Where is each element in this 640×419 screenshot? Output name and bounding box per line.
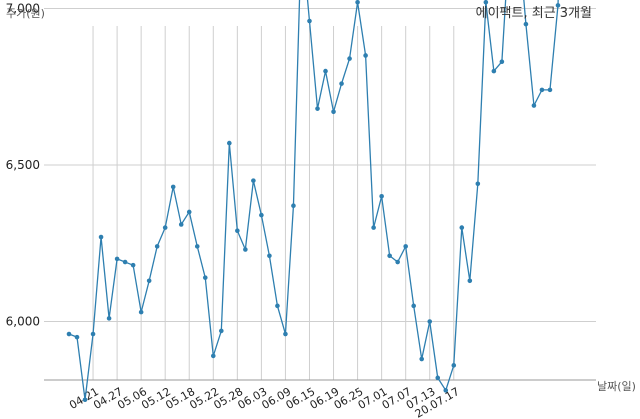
- data-point: [315, 106, 320, 111]
- data-point: [555, 3, 561, 8]
- data-point: [178, 222, 184, 227]
- data-point: [419, 356, 425, 362]
- data-point: [130, 262, 136, 268]
- data-point: [186, 209, 192, 215]
- data-point: [154, 244, 160, 249]
- data-point: [162, 225, 168, 230]
- data-point: [523, 21, 529, 27]
- data-point: [339, 81, 344, 86]
- y-axis-label: 주가(원): [6, 7, 45, 20]
- data-point: [371, 225, 376, 230]
- data-point: [122, 259, 128, 265]
- data-point: [275, 303, 280, 309]
- data-point: [283, 331, 288, 337]
- data-point: [467, 278, 473, 284]
- data-point: [547, 87, 553, 93]
- data-point: [291, 203, 296, 208]
- data-point: [82, 397, 88, 403]
- data-point: [66, 331, 72, 337]
- data-point: [331, 109, 336, 115]
- data-point: [98, 234, 104, 240]
- data-point: [427, 319, 433, 324]
- data-point: [114, 256, 120, 262]
- gridlines: [44, 8, 596, 380]
- data-point: [106, 316, 112, 321]
- x-axis-label: 날짜(일): [597, 379, 636, 393]
- data-point: [74, 334, 80, 340]
- price-series-line: [68, 0, 559, 400]
- data-point: [251, 178, 256, 183]
- data-point: [210, 353, 216, 359]
- data-point: [227, 140, 232, 146]
- data-point: [499, 59, 505, 65]
- data-point: [138, 309, 144, 315]
- y-tick-label: 6,000: [6, 315, 40, 329]
- y-tick-label: 6,500: [6, 158, 40, 172]
- data-point: [307, 18, 312, 24]
- data-point: [531, 103, 537, 108]
- data-point: [170, 184, 176, 190]
- data-point: [259, 212, 264, 218]
- data-point: [379, 194, 384, 199]
- data-point: [483, 0, 489, 5]
- data-point: [243, 247, 248, 252]
- data-point: [194, 244, 200, 249]
- data-point: [267, 253, 272, 259]
- data-point: [219, 328, 224, 334]
- price-points: [66, 0, 561, 403]
- data-point: [347, 56, 352, 61]
- data-point: [459, 225, 465, 230]
- data-point: [443, 388, 449, 393]
- data-point: [323, 68, 328, 74]
- data-point: [475, 181, 481, 187]
- data-point: [363, 53, 368, 58]
- data-point: [539, 87, 545, 93]
- y-tick-label: 7,000: [6, 2, 40, 16]
- data-point: [355, 0, 360, 5]
- data-point: [387, 253, 392, 259]
- data-point: [411, 303, 416, 309]
- data-point: [403, 244, 408, 249]
- x-tick-labels: 04.2104.2705.0605.1205.1805.2205.2806.03…: [67, 385, 462, 419]
- data-point: [435, 375, 441, 381]
- chart-title: 에이팩트, 최근 3개월: [476, 6, 592, 21]
- data-point: [491, 68, 497, 74]
- data-point: [395, 259, 400, 265]
- data-point: [235, 228, 240, 234]
- data-point: [90, 331, 96, 337]
- data-point: [202, 275, 208, 280]
- data-point: [146, 278, 152, 284]
- data-point: [451, 363, 457, 368]
